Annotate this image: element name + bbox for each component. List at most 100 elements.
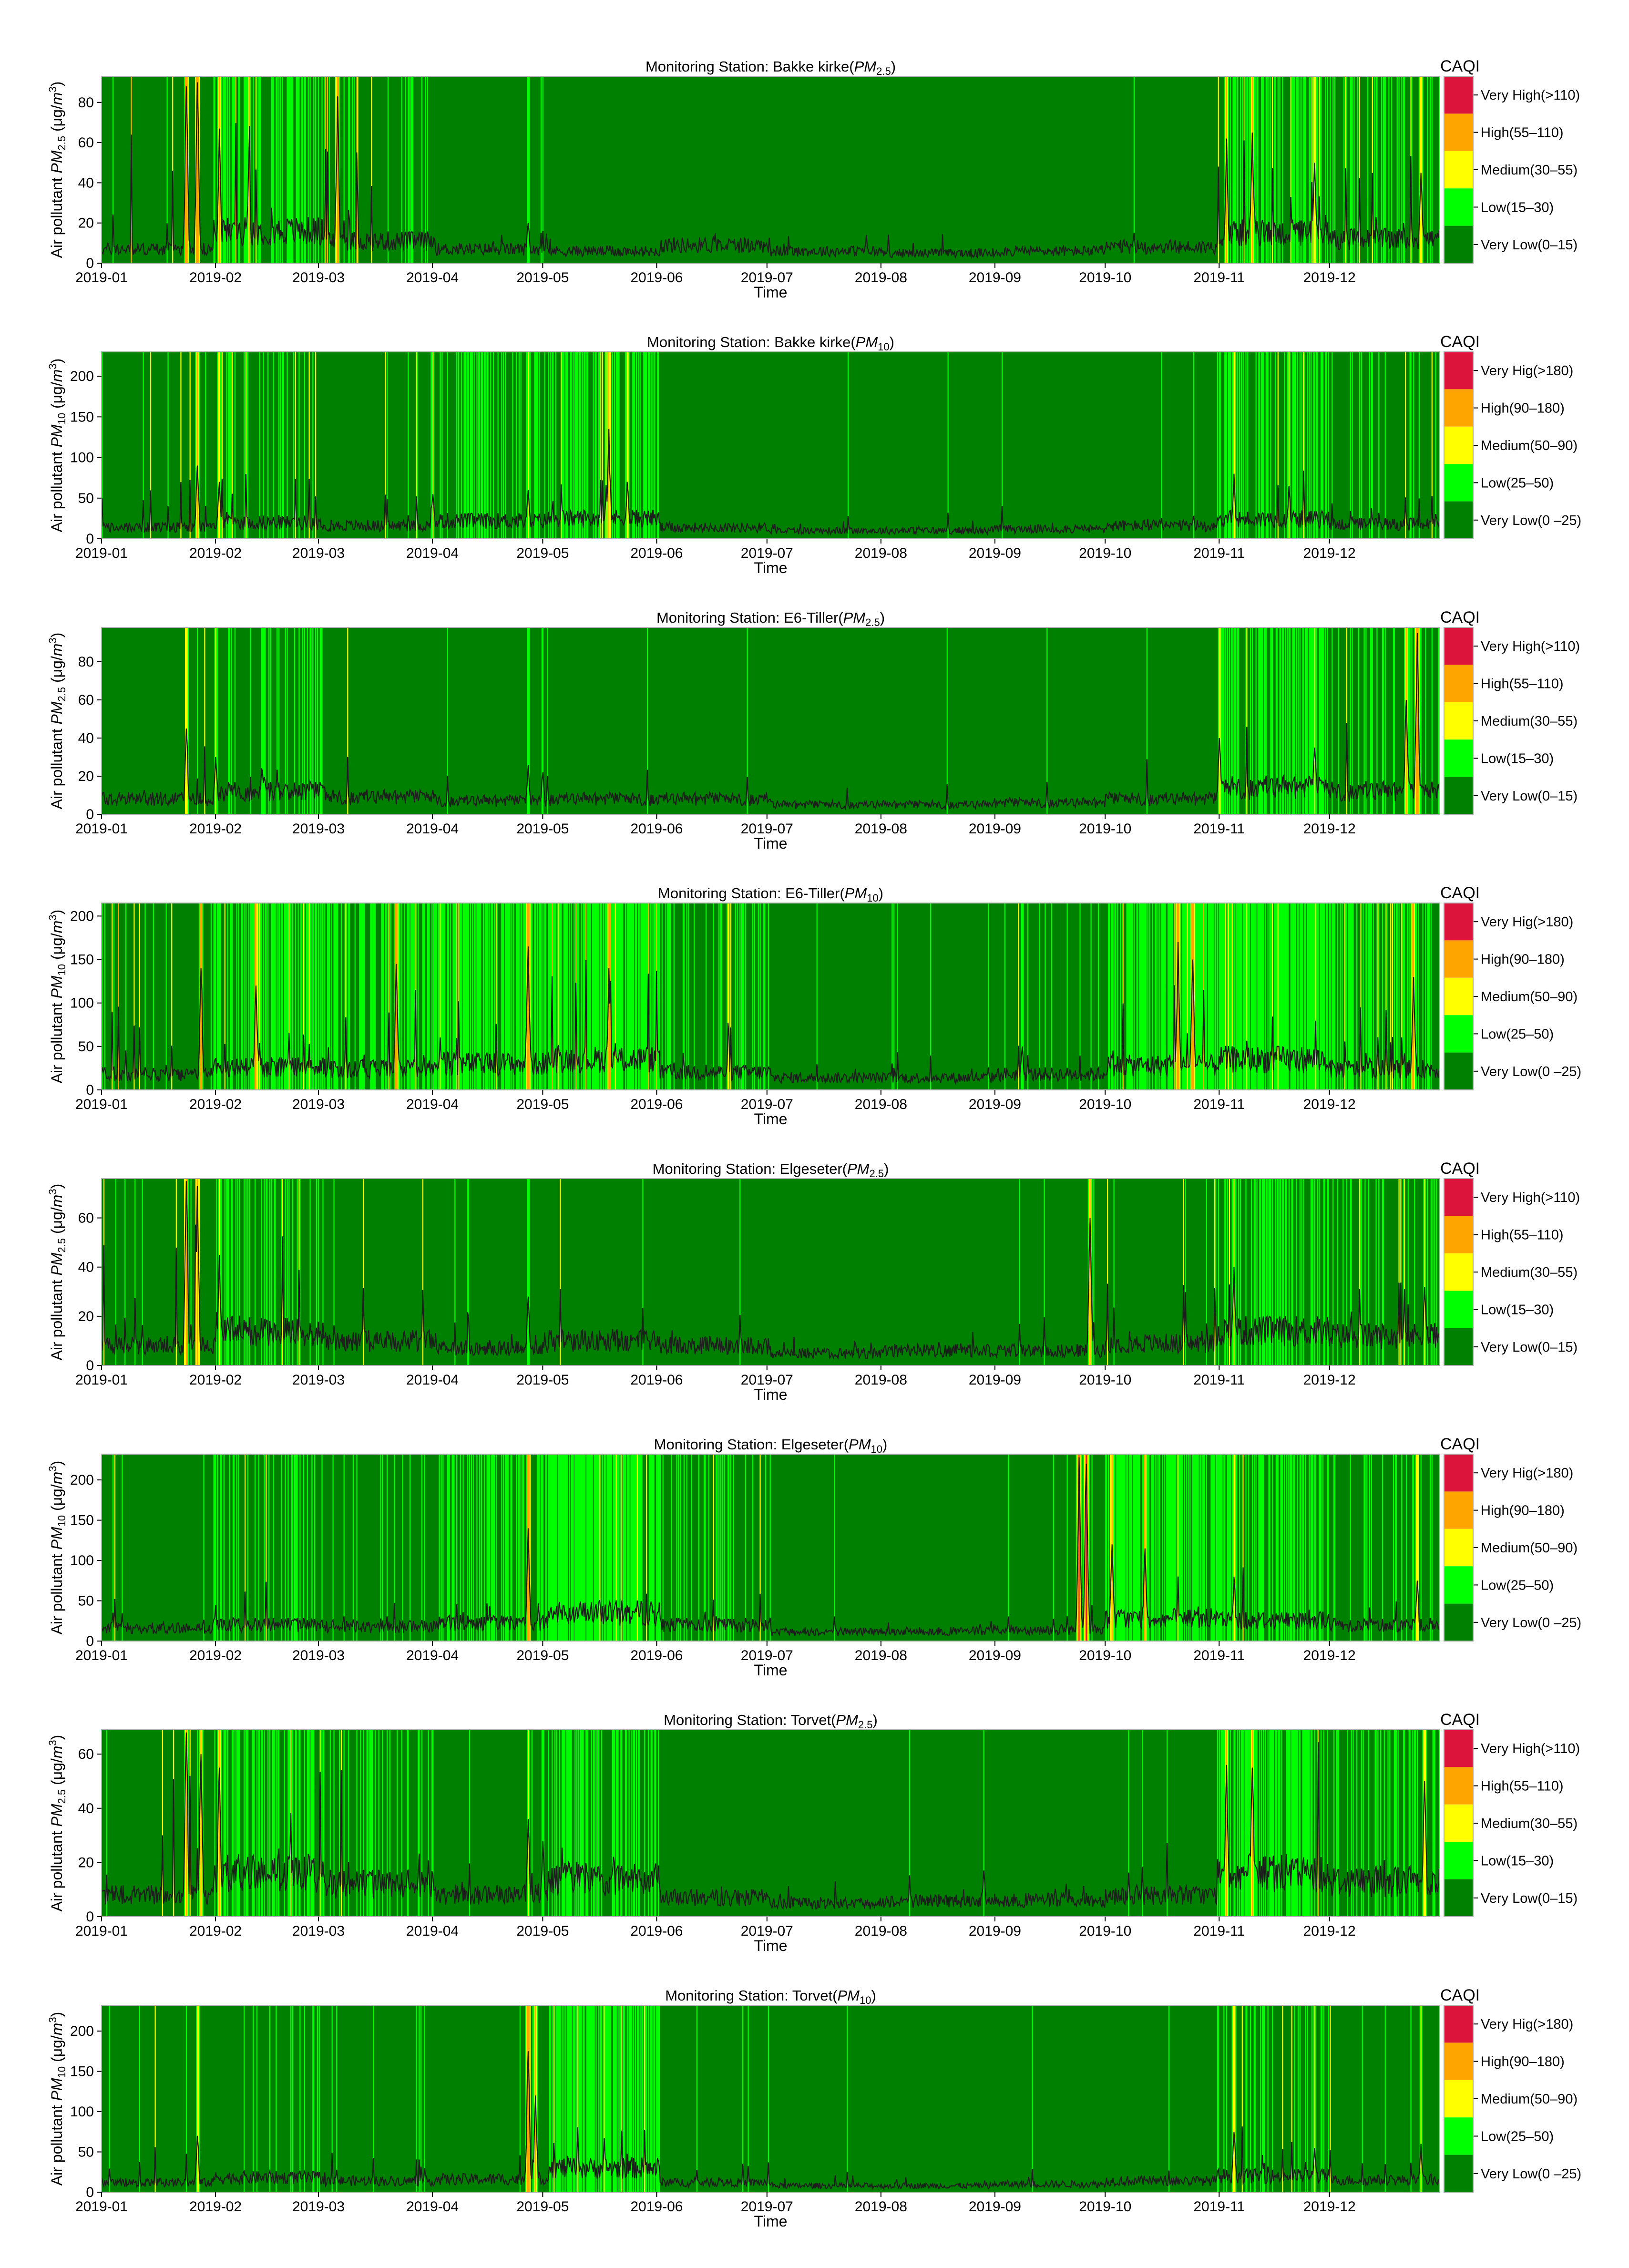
caqi-band-low xyxy=(269,1730,271,1917)
caqi-band-low xyxy=(591,2005,592,2192)
background-very-low xyxy=(102,2005,1440,2192)
caqi-band-low xyxy=(1389,1730,1391,1917)
y-tick-label: 50 xyxy=(78,2145,94,2160)
caqi-band-low xyxy=(1312,903,1313,1090)
caqi-band-low xyxy=(1363,1454,1365,1641)
caqi-band-low xyxy=(1241,76,1243,263)
caqi-band-low xyxy=(503,903,504,1090)
caqi-band-low xyxy=(1406,903,1408,1090)
caqi-band-low xyxy=(659,1454,661,1641)
caqi-band-low xyxy=(540,1454,542,1641)
caqi-band-low xyxy=(253,76,254,263)
caqi-band-low xyxy=(281,1454,283,1641)
caqi-band-low xyxy=(269,2005,271,2192)
x-tick-label: 2019-10 xyxy=(1079,2199,1131,2215)
caqi-band-low xyxy=(1314,1179,1315,1365)
caqi-band-low xyxy=(581,903,582,1090)
colorbar-label: High(55–110) xyxy=(1481,1228,1564,1243)
caqi-band-low xyxy=(511,903,512,1090)
caqi-band-low xyxy=(1287,1454,1289,1641)
caqi-band-low xyxy=(273,76,274,263)
caqi-band-low xyxy=(1326,903,1327,1090)
caqi-band-low xyxy=(582,1454,583,1641)
caqi-band-low xyxy=(1231,1454,1233,1641)
caqi-band-low xyxy=(1370,627,1372,814)
caqi-band-low xyxy=(264,1454,265,1641)
caqi-band-low xyxy=(1245,1454,1247,1641)
caqi-band-low xyxy=(577,1454,579,1641)
caqi-band-low xyxy=(196,2005,197,2192)
caqi-band-low xyxy=(213,76,215,263)
caqi-band-low xyxy=(507,903,509,1090)
caqi-band-low xyxy=(1287,903,1289,1090)
chart-title: Monitoring Station: Bakke kirke(PM2.5) xyxy=(645,58,896,77)
plot-frame xyxy=(101,76,1440,264)
caqi-band-medium xyxy=(232,352,233,539)
caqi-band-low xyxy=(503,352,504,539)
caqi-band-low xyxy=(1090,903,1092,1090)
caqi-band-low xyxy=(493,1454,495,1641)
x-tick-label: 2019-07 xyxy=(741,2199,793,2215)
caqi-band-low xyxy=(1393,1730,1395,1917)
caqi-band-low xyxy=(1394,1730,1396,1917)
caqi-band-low xyxy=(635,1454,636,1641)
caqi-band-low xyxy=(737,903,738,1090)
caqi-band-low xyxy=(1117,1454,1118,1641)
caqi-band-low xyxy=(217,903,218,1090)
caqi-band-low xyxy=(244,2005,245,2192)
caqi-band-low xyxy=(1277,76,1279,263)
caqi-band-low xyxy=(1263,627,1265,814)
caqi-band-medium xyxy=(529,2005,531,2192)
colorbar-segment xyxy=(1444,2155,1473,2192)
caqi-band-low xyxy=(633,2005,635,2192)
caqi-band-low xyxy=(1239,1730,1240,1917)
caqi-band-low xyxy=(1295,903,1296,1090)
caqi-band-low xyxy=(599,352,601,539)
x-tick-label: 2019-10 xyxy=(1079,1648,1131,1663)
caqi-band-low xyxy=(595,903,597,1090)
caqi-band-low xyxy=(591,1730,592,1917)
caqi-band-low xyxy=(556,2005,557,2192)
caqi-band-low xyxy=(620,903,622,1090)
caqi-band-low xyxy=(202,1730,204,1917)
caqi-band-low xyxy=(478,903,480,1090)
caqi-band-low xyxy=(1226,2005,1228,2192)
caqi-band-low xyxy=(294,1454,295,1641)
caqi-band-low xyxy=(1423,1179,1424,1365)
caqi-band-low xyxy=(214,903,215,1090)
caqi-band-low xyxy=(1221,903,1223,1090)
caqi-band-low xyxy=(647,2005,649,2192)
caqi-band-medium xyxy=(528,352,529,539)
caqi-band-low xyxy=(625,903,626,1090)
caqi-band-low xyxy=(575,352,577,539)
caqi-band-low xyxy=(1234,903,1236,1090)
caqi-band-low xyxy=(548,1730,549,1917)
caqi-band-low xyxy=(450,903,451,1090)
caqi-band-low xyxy=(612,352,614,539)
caqi-band-low xyxy=(236,1730,237,1917)
y-tick-label: 20 xyxy=(78,1309,94,1324)
caqi-band-low xyxy=(1235,1454,1237,1641)
caqi-band-low xyxy=(1278,903,1280,1090)
caqi-band-low xyxy=(492,1454,494,1641)
caqi-band-low xyxy=(274,903,275,1090)
caqi-band-low xyxy=(233,76,235,263)
caqi-band-low xyxy=(215,903,216,1090)
caqi-band-low xyxy=(1253,1454,1255,1641)
caqi-band-low xyxy=(1022,903,1023,1090)
caqi-band-low xyxy=(1292,76,1293,263)
caqi-band-low xyxy=(621,1730,623,1917)
caqi-band-low xyxy=(1219,1730,1220,1917)
caqi-band-low xyxy=(649,1454,651,1641)
caqi-band-low xyxy=(1284,352,1285,539)
caqi-band-low xyxy=(704,1454,705,1641)
caqi-band-low xyxy=(320,627,322,814)
caqi-band-low xyxy=(1279,1179,1281,1365)
caqi-band-low xyxy=(502,903,503,1090)
caqi-band-low xyxy=(324,76,326,263)
caqi-band-medium xyxy=(646,1454,647,1641)
caqi-band-low xyxy=(561,903,562,1090)
caqi-band-high xyxy=(1251,1730,1253,1917)
caqi-band-low xyxy=(545,1454,546,1641)
caqi-band-low xyxy=(631,1730,633,1917)
